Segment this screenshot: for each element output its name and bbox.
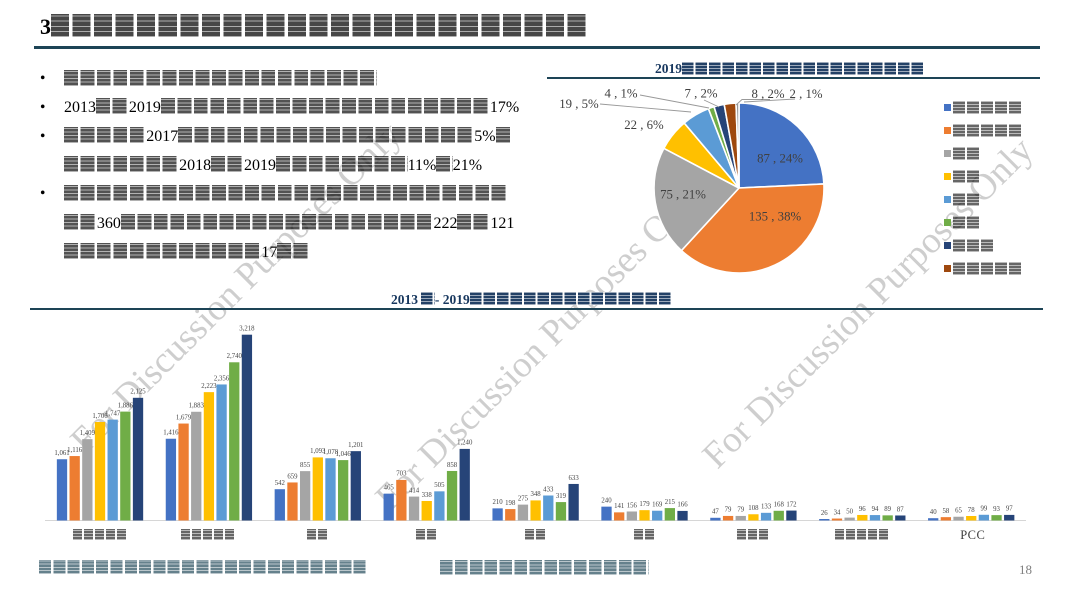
svg-text:659: 659: [287, 473, 298, 480]
svg-text:633: 633: [569, 475, 580, 482]
svg-text:275: 275: [518, 495, 529, 502]
svg-text:65: 65: [955, 508, 962, 515]
svg-text:40: 40: [930, 509, 937, 516]
svg-text:135 , 38%: 135 , 38%: [749, 209, 802, 223]
svg-text:19 , 5%: 19 , 5%: [559, 97, 599, 111]
svg-text:1,679: 1,679: [176, 414, 192, 421]
svg-text:87: 87: [897, 506, 904, 513]
svg-text:1,409: 1,409: [80, 430, 96, 437]
svg-text:338: 338: [422, 492, 433, 499]
svg-text:22 , 6%: 22 , 6%: [624, 118, 664, 132]
svg-text:1,883: 1,883: [189, 403, 205, 410]
svg-text:1,116: 1,116: [67, 447, 83, 454]
svg-text:75 , 21%: 75 , 21%: [660, 187, 706, 201]
svg-text:89: 89: [884, 506, 891, 513]
svg-text:1,886: 1,886: [118, 402, 134, 409]
svg-text:198: 198: [505, 500, 516, 507]
svg-text:2,125: 2,125: [130, 389, 146, 396]
svg-text:99: 99: [980, 506, 987, 513]
svg-text:93: 93: [993, 506, 1000, 513]
svg-text:8 , 2%: 8 , 2%: [751, 87, 784, 101]
svg-text:703: 703: [396, 471, 407, 478]
svg-text:1,706: 1,706: [92, 413, 108, 420]
svg-text:1,747: 1,747: [105, 410, 121, 417]
svg-text:1,416: 1,416: [163, 430, 179, 437]
svg-text:78: 78: [968, 507, 975, 514]
svg-text:240: 240: [601, 497, 612, 504]
svg-text:133: 133: [761, 504, 772, 511]
svg-text:168: 168: [774, 502, 785, 509]
svg-text:26: 26: [821, 510, 828, 517]
svg-text:215: 215: [665, 499, 676, 506]
svg-text:1,093: 1,093: [310, 448, 326, 455]
svg-text:50: 50: [846, 508, 853, 515]
svg-text:47: 47: [712, 509, 719, 516]
svg-text:34: 34: [834, 509, 841, 516]
svg-text:433: 433: [543, 486, 554, 493]
svg-text:96: 96: [859, 506, 866, 513]
svg-text:505: 505: [434, 482, 445, 489]
svg-text:79: 79: [737, 507, 744, 514]
svg-text:156: 156: [627, 502, 638, 509]
svg-text:858: 858: [447, 462, 458, 469]
svg-text:4 , 1%: 4 , 1%: [604, 86, 637, 100]
svg-text:3,218: 3,218: [239, 325, 255, 332]
svg-text:1,240: 1,240: [457, 440, 473, 447]
svg-text:855: 855: [300, 462, 311, 469]
svg-text:1,201: 1,201: [348, 442, 363, 449]
svg-text:542: 542: [275, 480, 286, 487]
svg-text:414: 414: [409, 487, 420, 494]
svg-text:465: 465: [384, 484, 395, 491]
svg-text:179: 179: [639, 501, 650, 508]
svg-text:94: 94: [872, 506, 879, 513]
svg-text:58: 58: [942, 508, 949, 515]
svg-text:210: 210: [492, 499, 503, 506]
svg-text:166: 166: [677, 502, 688, 509]
svg-text:97: 97: [1006, 506, 1013, 513]
svg-text:172: 172: [786, 501, 797, 508]
svg-text:2,223: 2,223: [201, 383, 217, 390]
svg-text:2,356: 2,356: [214, 375, 230, 382]
svg-text:79: 79: [725, 507, 732, 514]
svg-text:7 , 2%: 7 , 2%: [684, 86, 717, 100]
svg-text:141: 141: [614, 503, 624, 510]
svg-text:169: 169: [652, 502, 663, 509]
svg-text:1,078: 1,078: [323, 449, 339, 456]
svg-text:348: 348: [531, 491, 542, 498]
svg-text:1,061: 1,061: [54, 450, 69, 457]
svg-text:319: 319: [556, 493, 567, 500]
svg-text:2,740: 2,740: [227, 353, 243, 360]
svg-text:87 , 24%: 87 , 24%: [757, 151, 803, 165]
svg-text:2 , 1%: 2 , 1%: [789, 87, 822, 101]
svg-text:1,046: 1,046: [336, 451, 352, 458]
svg-text:108: 108: [748, 505, 759, 512]
